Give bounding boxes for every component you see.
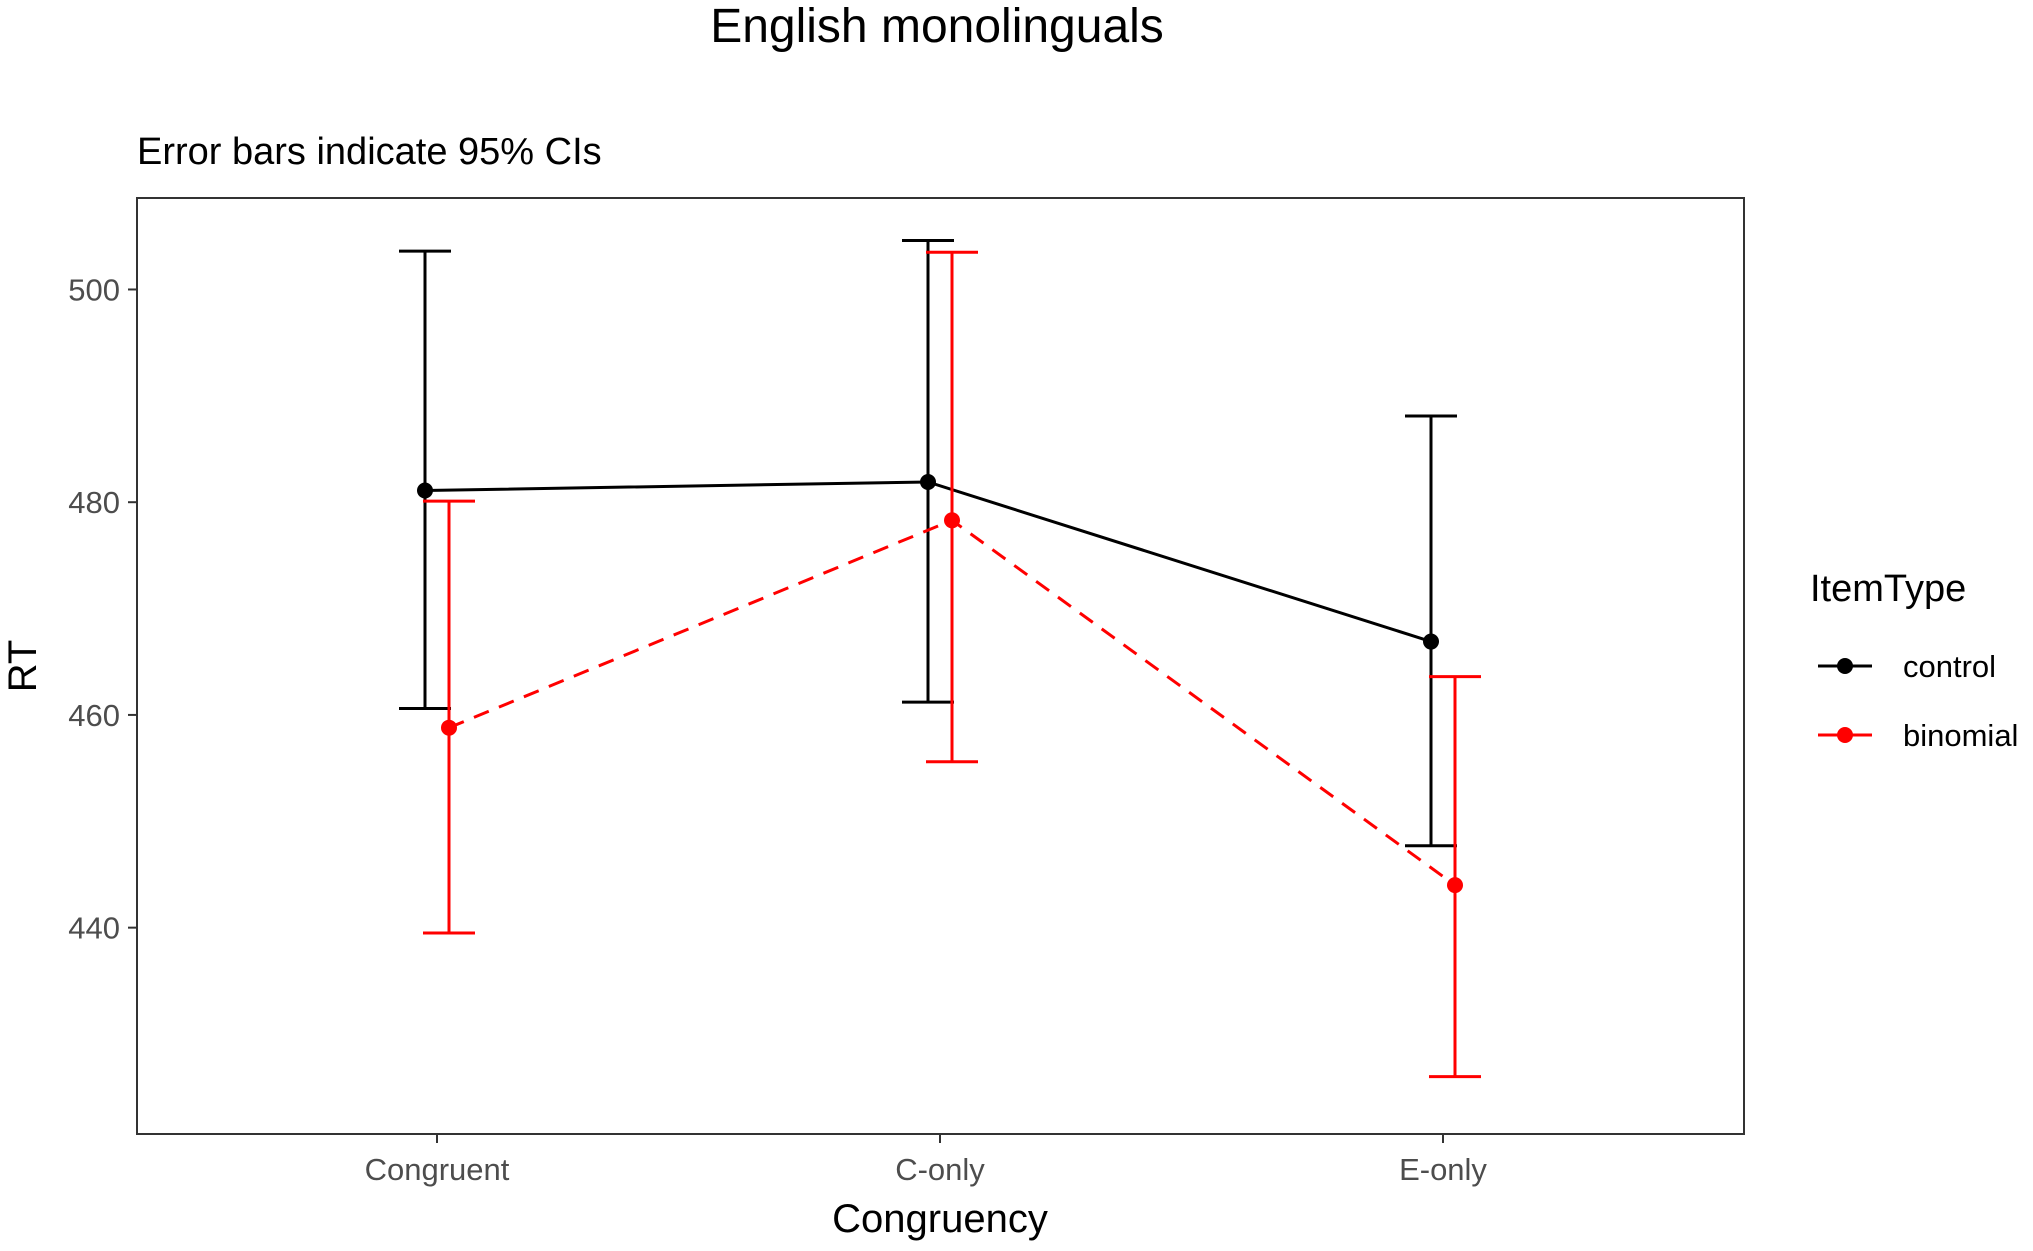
legend-item-binomial: binomial xyxy=(1818,718,2018,753)
x-axis: Congruent C-only E-only xyxy=(365,1134,1487,1187)
series-control xyxy=(399,239,1457,848)
y-tick-label: 500 xyxy=(68,272,120,307)
plot-panel xyxy=(136,197,1745,1135)
data-point xyxy=(441,719,457,736)
series-binomial xyxy=(423,250,1481,1079)
y-axis-title: RT xyxy=(1,640,45,693)
error-bar xyxy=(926,250,978,764)
y-axis: 440 460 480 500 xyxy=(68,272,137,946)
legend-key-point xyxy=(1837,658,1853,674)
x-tick-label: E-only xyxy=(1399,1152,1487,1187)
legend-title: ItemType xyxy=(1810,568,1966,610)
error-bar xyxy=(1405,414,1457,848)
y-tick-label: 480 xyxy=(68,485,120,520)
chart-subtitle: Error bars indicate 95% CIs xyxy=(137,131,602,173)
x-tick-label: Congruent xyxy=(365,1152,510,1187)
data-point xyxy=(944,512,960,529)
data-point xyxy=(1423,633,1439,650)
error-bar xyxy=(902,239,954,704)
error-bar xyxy=(399,249,451,711)
chart-title: English monolinguals xyxy=(710,0,1164,53)
legend-items: control binomial xyxy=(1818,649,2018,753)
legend-label: binomial xyxy=(1903,718,2018,753)
series-layer xyxy=(399,239,1481,1079)
x-axis-title: Congruency xyxy=(832,1197,1048,1241)
legend: ItemType control binomial xyxy=(1810,568,2018,753)
data-point xyxy=(920,473,936,490)
legend-label: control xyxy=(1903,649,1996,684)
error-bar xyxy=(1429,675,1481,1079)
y-tick-label: 440 xyxy=(68,911,120,946)
data-point xyxy=(417,482,433,499)
error-bar xyxy=(423,499,475,935)
legend-key-point xyxy=(1837,727,1853,743)
x-tick-label: C-only xyxy=(895,1152,985,1187)
data-point xyxy=(1447,877,1463,894)
y-tick-label: 460 xyxy=(68,698,120,733)
legend-item-control: control xyxy=(1818,649,1996,684)
